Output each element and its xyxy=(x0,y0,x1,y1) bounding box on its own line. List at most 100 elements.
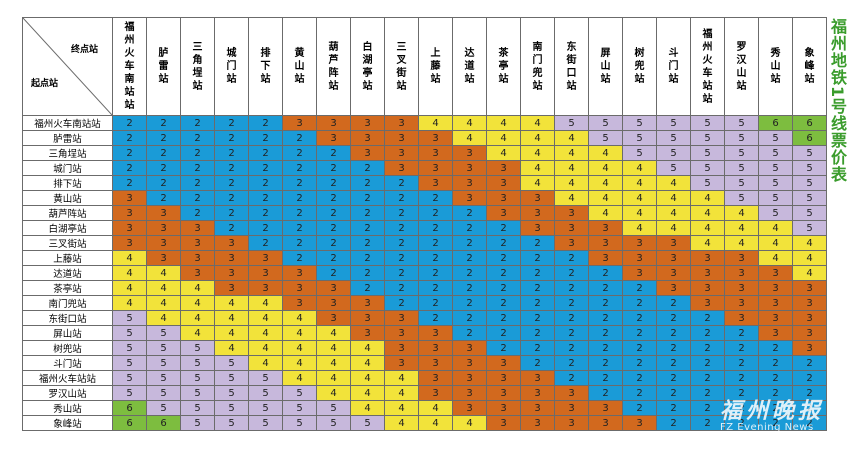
fare-cell: 4 xyxy=(724,235,759,251)
fare-cell: 3 xyxy=(282,295,317,311)
fare-cell: 2 xyxy=(554,280,589,296)
table-row: 黄山站 3 2 2 2 2 2 2 2 2 2 3 3 3 4 4 4 4 4 5 5 5 xyxy=(22,190,827,206)
fare-cell: 3 xyxy=(554,235,589,251)
destination-label: 终点站 xyxy=(70,45,98,55)
fare-cell: 2 xyxy=(146,130,181,146)
table-row: 胪雷站 2 2 2 2 2 2 3 3 3 3 4 4 4 4 5 5 5 5 5 5 6 xyxy=(22,130,827,146)
table-row: 三角埕站 2 2 2 2 2 2 2 3 3 3 3 4 4 4 4 5 5 5 5 5 5 xyxy=(22,145,827,161)
fare-cell: 4 xyxy=(350,355,385,371)
fare-cell: 3 xyxy=(418,160,453,176)
fare-cell: 5 xyxy=(724,175,759,191)
fare-cell: 3 xyxy=(588,220,623,236)
fare-cell: 2 xyxy=(452,295,487,311)
fare-cell: 3 xyxy=(384,340,419,356)
fare-cell: 2 xyxy=(588,355,623,371)
fare-cell: 3 xyxy=(656,250,691,266)
fare-cell: 4 xyxy=(316,370,351,386)
fare-cell: 3 xyxy=(418,175,453,191)
column-header-label: 树兜站 xyxy=(634,48,645,85)
fare-cell: 3 xyxy=(792,280,827,296)
fare-cell: 2 xyxy=(316,250,351,266)
fare-cell: 5 xyxy=(248,385,283,401)
fare-cell: 3 xyxy=(418,355,453,371)
fare-cell: 2 xyxy=(146,115,181,131)
fare-cell: 5 xyxy=(758,205,793,221)
column-header-label: 达道站 xyxy=(464,48,475,85)
fare-cell: 3 xyxy=(486,355,521,371)
watermark-cn: 福州晚报 xyxy=(720,398,825,424)
fare-cell: 5 xyxy=(112,385,147,401)
fare-cell: 6 xyxy=(792,130,827,146)
fare-cell: 3 xyxy=(316,115,351,131)
column-header-station: 胪雷站 xyxy=(146,17,181,116)
fare-cell: 4 xyxy=(486,115,521,131)
fare-cell: 4 xyxy=(384,415,419,431)
fare-cell: 2 xyxy=(282,235,317,251)
fare-cell: 2 xyxy=(214,160,249,176)
fare-cell: 2 xyxy=(758,355,793,371)
fare-cell: 3 xyxy=(180,235,215,251)
column-header-label: 城门站 xyxy=(226,48,237,85)
fare-cell: 4 xyxy=(690,205,725,221)
fare-cell: 2 xyxy=(622,385,657,401)
fare-cell: 2 xyxy=(282,250,317,266)
fare-cell: 2 xyxy=(146,190,181,206)
fare-cell: 3 xyxy=(418,385,453,401)
row-header-station: 南门兜站 xyxy=(22,295,113,311)
fare-cell: 2 xyxy=(248,115,283,131)
fare-cell: 2 xyxy=(724,370,759,386)
fare-cell: 5 xyxy=(622,115,657,131)
fare-cell: 4 xyxy=(656,190,691,206)
row-header-station: 东街口站 xyxy=(22,310,113,326)
fare-cell: 5 xyxy=(656,115,691,131)
fare-cell: 2 xyxy=(418,190,453,206)
fare-cell: 5 xyxy=(316,400,351,416)
fare-cell: 5 xyxy=(146,400,181,416)
fare-cell: 2 xyxy=(384,265,419,281)
fare-cell: 2 xyxy=(588,280,623,296)
fare-cell: 2 xyxy=(792,355,827,371)
fare-cell: 3 xyxy=(622,415,657,431)
fare-cell: 4 xyxy=(180,280,215,296)
fare-cell: 2 xyxy=(792,370,827,386)
fare-cell: 2 xyxy=(656,400,691,416)
fare-cell: 4 xyxy=(622,190,657,206)
column-header-label: 福州火车南站站 xyxy=(124,22,135,111)
fare-cell: 3 xyxy=(690,250,725,266)
fare-cell: 2 xyxy=(316,160,351,176)
fare-cell: 4 xyxy=(520,130,555,146)
fare-cell: 4 xyxy=(146,310,181,326)
column-header-label: 排下站 xyxy=(260,48,271,85)
column-header-label: 胪雷站 xyxy=(158,48,169,85)
fare-cell: 3 xyxy=(316,295,351,311)
table-row: 白湖亭站 3 3 3 2 2 2 2 2 2 2 2 2 3 3 3 4 4 4 4 4 5 xyxy=(22,220,827,236)
fare-cell: 4 xyxy=(112,265,147,281)
fare-cell: 3 xyxy=(180,220,215,236)
fare-cell: 4 xyxy=(350,370,385,386)
fare-cell: 2 xyxy=(690,355,725,371)
fare-cell: 4 xyxy=(520,175,555,191)
fare-cell: 3 xyxy=(418,340,453,356)
fare-cell: 3 xyxy=(724,295,759,311)
fare-cell: 2 xyxy=(112,175,147,191)
fare-cell: 5 xyxy=(656,160,691,176)
fare-cell: 5 xyxy=(758,160,793,176)
fare-cell: 5 xyxy=(690,115,725,131)
fare-cell: 2 xyxy=(180,115,215,131)
row-header-station: 葫芦阵站 xyxy=(22,205,113,221)
fare-cell: 2 xyxy=(350,250,385,266)
fare-cell: 2 xyxy=(282,160,317,176)
fare-cell: 5 xyxy=(792,220,827,236)
fare-cell: 2 xyxy=(588,385,623,401)
fare-cell: 3 xyxy=(588,250,623,266)
fare-cell: 5 xyxy=(146,370,181,386)
fare-cell: 3 xyxy=(656,265,691,281)
fare-cell: 4 xyxy=(214,295,249,311)
fare-cell: 4 xyxy=(758,250,793,266)
fare-cell: 2 xyxy=(724,325,759,341)
fare-cell: 2 xyxy=(758,370,793,386)
fare-cell: 2 xyxy=(554,325,589,341)
fare-cell: 2 xyxy=(452,250,487,266)
fare-cell: 2 xyxy=(656,385,691,401)
fare-cell: 2 xyxy=(622,280,657,296)
